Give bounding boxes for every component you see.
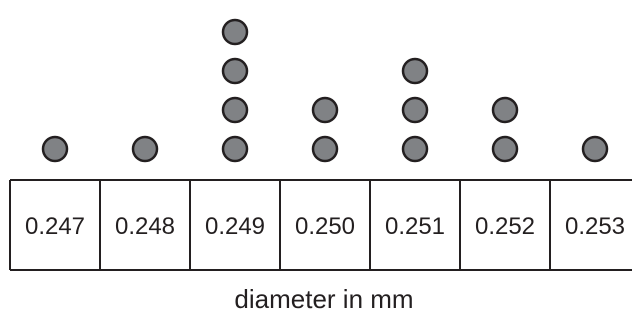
data-dot — [221, 96, 249, 124]
data-dot — [491, 135, 519, 163]
x-tick-label: 0.251 — [385, 213, 445, 240]
data-dot — [491, 96, 519, 124]
x-tick-label: 0.247 — [25, 213, 85, 240]
data-dot — [311, 135, 339, 163]
data-dot — [221, 135, 249, 163]
x-tick-label: 0.252 — [475, 213, 535, 240]
x-tick-label: 0.253 — [565, 213, 625, 240]
dot-series — [41, 18, 609, 163]
data-dot — [581, 135, 609, 163]
x-tick-label: 0.250 — [295, 213, 355, 240]
x-tick-label: 0.249 — [205, 213, 265, 240]
data-dot — [221, 18, 249, 46]
x-axis-label: diameter in mm — [234, 284, 413, 314]
data-dot — [221, 57, 249, 85]
x-tick-label: 0.248 — [115, 213, 175, 240]
data-dot — [401, 57, 429, 85]
data-dot — [401, 96, 429, 124]
data-dot — [311, 96, 339, 124]
data-dot — [131, 135, 159, 163]
number-line: 0.247 0.248 0.249 0.250 0.251 0.252 0.253 — [9, 179, 632, 271]
data-dot — [41, 135, 69, 163]
data-dot — [401, 135, 429, 163]
